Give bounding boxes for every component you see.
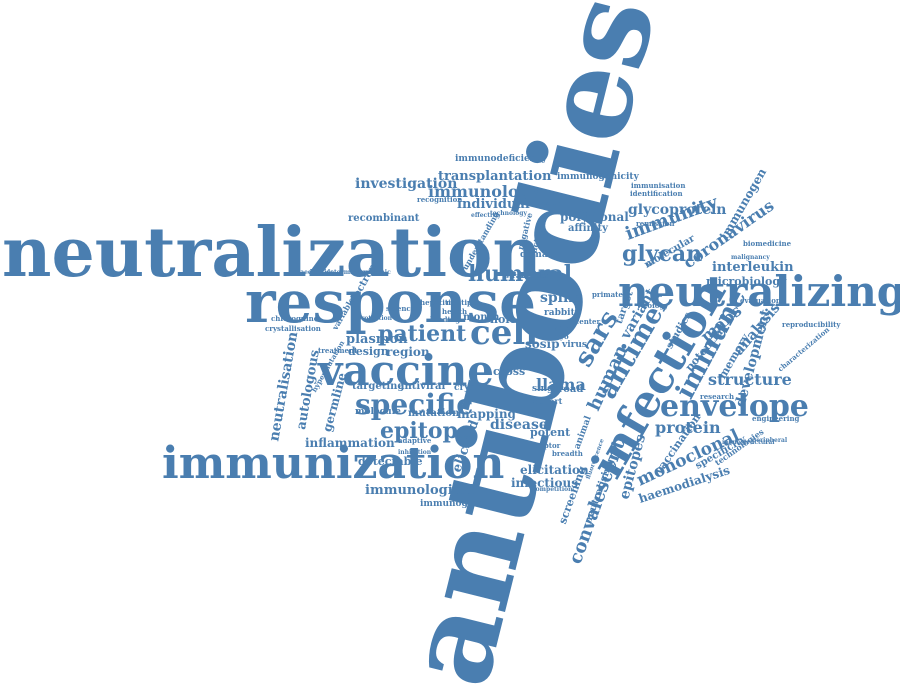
word: region: [386, 344, 430, 359]
word: cohort: [533, 395, 563, 406]
word: broad: [551, 384, 584, 396]
word: humoral: [468, 260, 573, 287]
word: cryo: [552, 331, 569, 341]
word: hepatitis: [420, 297, 455, 307]
word: envelope: [660, 388, 809, 424]
word: microbiology: [706, 275, 787, 289]
word: spike: [540, 290, 582, 307]
word: disease: [490, 417, 548, 434]
word: peripheral: [752, 437, 788, 445]
word: virus: [562, 339, 588, 350]
word: month: [463, 312, 500, 324]
word: site: [555, 323, 570, 333]
word: lymphoma: [560, 208, 595, 216]
word: patient: [378, 320, 467, 347]
word: characterization: [775, 324, 832, 373]
word: determining: [326, 269, 368, 277]
word: interleukin: [712, 259, 794, 275]
word: affinity: [568, 223, 608, 235]
word: polyclonal: [560, 209, 629, 224]
word: response: [245, 267, 537, 336]
word: transplantation: [438, 168, 552, 184]
word: sosip: [525, 336, 560, 351]
word: plasmon: [346, 331, 408, 347]
word: single: [532, 383, 563, 394]
word: pandemic: [358, 269, 391, 277]
word: research: [700, 391, 735, 401]
word: recombinant: [348, 213, 420, 225]
word: cross: [493, 365, 526, 379]
word: immunoglobulin: [420, 498, 504, 509]
word: protein: [655, 417, 721, 437]
word: protection: [357, 315, 393, 323]
word: remission: [636, 218, 675, 228]
word: reproducibility: [782, 319, 841, 329]
word: biomedicine: [743, 238, 792, 248]
word: paediatrics: [296, 269, 334, 277]
word: primate: [592, 289, 623, 299]
word: crystal: [454, 382, 488, 393]
word: glycan: [622, 240, 703, 267]
word: science: [386, 303, 416, 313]
word: epitope: [380, 417, 472, 444]
word: structure: [708, 369, 792, 389]
word: center: [575, 316, 601, 326]
word: recognition: [417, 194, 463, 204]
word: engineering: [752, 413, 800, 423]
word: chloroquine: [271, 313, 319, 323]
word: immunodeficiency: [455, 153, 547, 164]
word: multiple: [446, 297, 480, 307]
word: evaluation: [740, 295, 781, 305]
word: potent: [530, 426, 571, 440]
word: infectious: [511, 475, 578, 490]
word: glycoprotein: [628, 202, 727, 219]
word: crystallisation: [265, 323, 321, 333]
word: llama: [536, 374, 586, 394]
word: adaptive: [398, 435, 432, 445]
word: strain: [505, 270, 529, 280]
word: monostructural: [722, 439, 775, 447]
word: malignancy: [731, 254, 770, 262]
word: breadth: [552, 448, 583, 458]
word: technology: [490, 210, 527, 218]
word: immunisation: [631, 180, 686, 190]
word: molecule: [355, 406, 401, 417]
word: viruses: [521, 270, 549, 280]
word: design: [348, 345, 389, 359]
word: mutation: [408, 408, 460, 420]
word: vaccine: [318, 346, 494, 396]
word: receptor: [527, 440, 561, 450]
word: inhibition: [398, 449, 432, 457]
word: combination: [520, 200, 563, 208]
word: immunological: [365, 482, 474, 498]
word: domain: [520, 249, 558, 260]
word: immunogenicity: [557, 171, 639, 182]
word: hole: [490, 313, 517, 327]
word: inflammation: [305, 435, 395, 450]
word: immunology: [428, 181, 540, 201]
word: antiviral: [398, 381, 446, 393]
word: mapping: [457, 406, 516, 421]
word: virology: [637, 300, 669, 310]
word: identification: [630, 188, 683, 198]
word: specific: [355, 388, 474, 422]
word: elicitation: [520, 462, 589, 477]
word: competition: [532, 486, 573, 494]
word: detectable: [358, 455, 423, 469]
word: cell: [470, 313, 539, 354]
word: binding: [430, 314, 461, 324]
word: effective: [471, 212, 500, 220]
word: immunization: [162, 437, 505, 489]
word: neutralization: [2, 212, 542, 293]
word: neutralizing: [618, 267, 900, 317]
word: individual: [457, 196, 530, 212]
word: investigation: [355, 176, 458, 193]
word: targeting: [352, 381, 405, 393]
word: health: [442, 306, 468, 316]
word: rabbit: [544, 307, 575, 318]
word: treatment: [318, 345, 358, 355]
